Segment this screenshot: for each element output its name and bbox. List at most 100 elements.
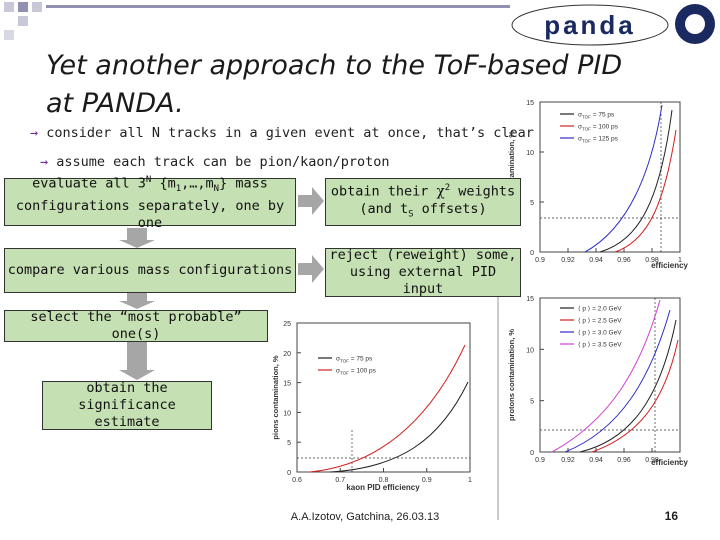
down-arrow bbox=[119, 293, 155, 309]
plot-frame bbox=[539, 297, 681, 453]
y-tick-label: 10 bbox=[526, 150, 534, 157]
curve bbox=[599, 109, 673, 253]
flow-arrows bbox=[119, 187, 324, 380]
legend-label: ⟨ p ⟩ = 3.5 GeV bbox=[578, 341, 622, 349]
y-axis-label: protons contamination, % bbox=[507, 131, 516, 223]
y-tick-label: 15 bbox=[283, 381, 291, 388]
legend-label: σTOF = 125 ps bbox=[578, 136, 619, 144]
x-tick-label: 0.9 bbox=[535, 457, 545, 464]
text: N bbox=[213, 184, 220, 195]
curve bbox=[551, 299, 661, 453]
bullet-text: assume each track can be pion/kaon/proto… bbox=[56, 154, 390, 170]
x-tick-label: 0.98 bbox=[645, 457, 659, 464]
legend-text: σ bbox=[578, 112, 582, 119]
legend-text: σ bbox=[578, 136, 582, 143]
legend-label: σTOF = 75 ps bbox=[336, 356, 373, 364]
legend-text: ⟨ p ⟩ = 2.0 GeV bbox=[578, 305, 622, 313]
square bbox=[4, 2, 14, 12]
bullet: → assume each track can be pion/kaon/pro… bbox=[40, 154, 390, 170]
page-number: 16 bbox=[665, 509, 679, 523]
x-tick-label: 0.96 bbox=[617, 257, 631, 264]
down-arrow bbox=[119, 228, 155, 248]
legend-text: ⟨ p ⟩ = 2.5 GeV bbox=[578, 317, 622, 325]
y-tick-label: 10 bbox=[526, 347, 534, 354]
step-box: reject (reweight) some, using external PI… bbox=[325, 247, 521, 297]
text: ,…,m bbox=[181, 175, 214, 192]
text: S bbox=[408, 209, 414, 220]
plot-frame bbox=[539, 101, 681, 253]
x-tick-label: 0.9 bbox=[422, 477, 432, 484]
legend-text: TOF bbox=[340, 371, 349, 376]
x-axis-label: efficiency bbox=[651, 458, 688, 467]
step-box: compare various mass configurations bbox=[4, 248, 296, 293]
y-tick-label: 0 bbox=[530, 250, 534, 257]
legend-text: ⟨ p ⟩ = 3.0 GeV bbox=[578, 329, 622, 337]
x-tick-label: 0.98 bbox=[645, 257, 659, 264]
curve bbox=[579, 319, 677, 453]
text: offsets) bbox=[413, 200, 487, 217]
bullet: → consider all N tracks in a given event… bbox=[30, 125, 534, 141]
text: evaluate all 3 bbox=[32, 175, 146, 192]
corner-squares bbox=[4, 2, 510, 40]
x-tick-label: 0.6 bbox=[292, 477, 302, 484]
x-tick-label: 0.92 bbox=[561, 257, 575, 264]
text: 2 bbox=[444, 183, 451, 194]
step-box: evaluate all 3N {m1,…,mN} mass configura… bbox=[4, 174, 296, 231]
legend-label: ⟨ p ⟩ = 2.0 GeV bbox=[578, 305, 622, 313]
square bbox=[18, 2, 28, 12]
x-axis-label: kaon PID efficiency bbox=[346, 483, 420, 492]
curve bbox=[591, 339, 679, 453]
y-axis-label: pions contamination, % bbox=[271, 355, 280, 440]
step-box: obtain the significance estimate bbox=[42, 380, 212, 430]
y-tick-label: 15 bbox=[526, 296, 534, 303]
text: obtain their bbox=[330, 183, 437, 200]
x-tick-label: 0.7 bbox=[335, 477, 345, 484]
text: using external PID input bbox=[349, 264, 497, 297]
plot-frame bbox=[296, 322, 471, 473]
text: select the “most probable” one(s) bbox=[30, 309, 242, 342]
legend-text: TOF bbox=[340, 359, 349, 364]
x-axis-label: efficiency bbox=[651, 261, 688, 270]
logo-emblem-inner bbox=[685, 14, 705, 34]
x-tick-label: 1 bbox=[468, 477, 472, 484]
text: N bbox=[145, 174, 152, 185]
y-tick-label: 5 bbox=[530, 399, 534, 406]
text: obtain the bbox=[86, 380, 168, 396]
x-tick-label: 1 bbox=[678, 257, 682, 264]
legend-text: = 100 ps bbox=[591, 124, 619, 131]
y-axis-label: protons contamination, % bbox=[507, 329, 516, 421]
y-tick-label: 15 bbox=[526, 100, 534, 107]
legend-text: σ bbox=[336, 356, 340, 363]
text: } mass bbox=[219, 175, 268, 192]
square bbox=[4, 30, 14, 40]
bullet-text: consider all N tracks in a given event a… bbox=[46, 125, 534, 141]
legend-text: = 75 ps bbox=[349, 356, 373, 363]
logo-text: panda bbox=[544, 10, 636, 40]
top-rule bbox=[46, 5, 510, 8]
x-tick-label: 0.94 bbox=[589, 257, 603, 264]
x-tick-label: 1 bbox=[678, 457, 682, 464]
legend-text: TOF bbox=[582, 115, 591, 120]
text: weights bbox=[450, 183, 516, 200]
x-tick-label: 0.94 bbox=[589, 457, 603, 464]
text: (and t bbox=[359, 200, 409, 217]
text: compare various mass configurations bbox=[7, 262, 293, 278]
right-arrow bbox=[298, 255, 324, 283]
x-tick-label: 0.96 bbox=[617, 457, 631, 464]
curve bbox=[584, 104, 663, 253]
y-tick-label: 25 bbox=[283, 321, 291, 328]
x-tick-label: 0.9 bbox=[535, 257, 545, 264]
legend-text: = 75 ps bbox=[591, 112, 615, 119]
legend-label: σTOF = 75 ps bbox=[578, 112, 615, 120]
legend-text: σ bbox=[578, 124, 582, 131]
legend-label: ⟨ p ⟩ = 3.0 GeV bbox=[578, 329, 622, 337]
legend-label: σTOF = 100 ps bbox=[336, 368, 377, 376]
y-tick-label: 5 bbox=[287, 440, 291, 447]
title-line: Yet another approach to the ToF-based PI… bbox=[46, 50, 623, 81]
legend-text: σ bbox=[336, 368, 340, 375]
legend-text: ⟨ p ⟩ = 3.5 GeV bbox=[578, 341, 622, 349]
title-line: at PANDA. bbox=[46, 88, 184, 119]
y-tick-label: 5 bbox=[530, 200, 534, 207]
